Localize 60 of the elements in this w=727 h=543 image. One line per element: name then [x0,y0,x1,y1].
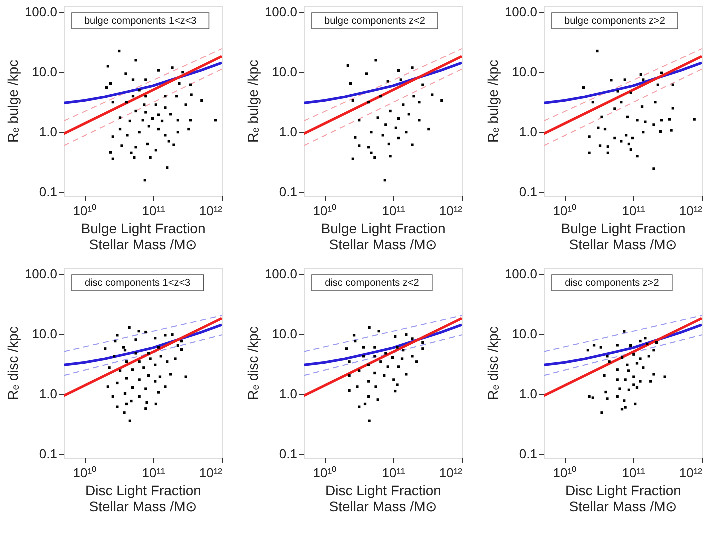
annotation: bulge components z>2 [564,16,666,27]
x-tick-label: 10¹² [679,204,704,218]
x-tick-label: 10¹¹ [382,204,406,218]
y-tick-label: 0.1 [39,446,58,462]
x-tick-label: 10¹¹ [622,466,646,480]
y-tick-label: 0.1 [279,446,298,462]
annotation: disc components z>2 [565,278,660,289]
annotation: bulge components z<2 [324,16,426,27]
x-axis-title: Disc Light Fraction Stellar Mass /M⊙ [566,482,682,514]
x-tick-label: 10¹¹ [142,204,166,218]
x-axis-title: Bulge Light Fraction Stellar Mass /M⊙ [81,220,206,252]
y-tick-label: 10.0 [32,64,58,80]
x-tick-label: 10¹² [439,204,464,218]
x-tick-label: 10¹¹ [382,466,406,480]
y-tick-label: 10.0 [272,64,298,80]
y-tick-label: 100.0 [264,4,298,20]
y-axis-title: Rₑ bulge /kpc [484,60,501,144]
y-tick-label: 0.1 [39,184,58,200]
y-tick-label: 100.0 [24,4,58,20]
x-axis-title: Bulge Light Fraction Stellar Mass /M⊙ [561,220,686,252]
x-tick-label: 10¹⁰ [313,204,338,218]
y-tick-label: 1.0 [279,124,298,140]
x-axis-title: Disc Light Fraction Stellar Mass /M⊙ [86,482,202,514]
annotation: disc components z<2 [325,278,420,289]
y-tick-label: 0.1 [279,184,298,200]
y-tick-label: 10.0 [512,64,538,80]
y-tick-label: 1.0 [519,386,538,402]
x-tick-label: 10¹⁰ [553,204,578,218]
y-tick-label: 100.0 [24,266,58,282]
y-tick-label: 100.0 [504,266,538,282]
y-tick-label: 1.0 [39,124,58,140]
y-axis-title: Rₑ disc /kpc [244,326,261,400]
x-tick-label: 10¹⁰ [553,466,578,480]
x-tick-label: 10¹⁰ [313,466,338,480]
annotation: disc components 1<z<3 [84,278,192,289]
x-tick-label: 10¹⁰ [73,204,98,218]
y-tick-label: 100.0 [264,266,298,282]
x-tick-label: 10¹² [679,466,704,480]
x-tick-label: 10¹² [199,204,224,218]
y-axis-title: Rₑ disc /kpc [4,326,21,400]
y-tick-label: 10.0 [512,326,538,342]
y-tick-label: 0.1 [519,446,538,462]
y-tick-label: 10.0 [32,326,58,342]
x-tick-label: 10¹¹ [142,466,166,480]
x-tick-label: 10¹¹ [622,204,646,218]
x-axis-title: Disc Light Fraction Stellar Mass /M⊙ [326,482,442,514]
x-tick-label: 10¹² [199,466,224,480]
y-tick-label: 10.0 [272,326,298,342]
x-tick-label: 10¹⁰ [73,466,98,480]
y-tick-label: 1.0 [39,386,58,402]
y-tick-label: 1.0 [519,124,538,140]
y-axis-title: Rₑ bulge /kpc [4,60,21,144]
y-axis-title: Rₑ bulge /kpc [244,60,261,144]
y-tick-label: 100.0 [504,4,538,20]
y-tick-label: 1.0 [279,386,298,402]
y-tick-label: 0.1 [519,184,538,200]
x-tick-label: 10¹² [439,466,464,480]
annotation: bulge components 1<z<3 [84,16,198,27]
x-axis-title: Bulge Light Fraction Stellar Mass /M⊙ [321,220,446,252]
y-axis-title: Rₑ disc /kpc [484,326,501,400]
